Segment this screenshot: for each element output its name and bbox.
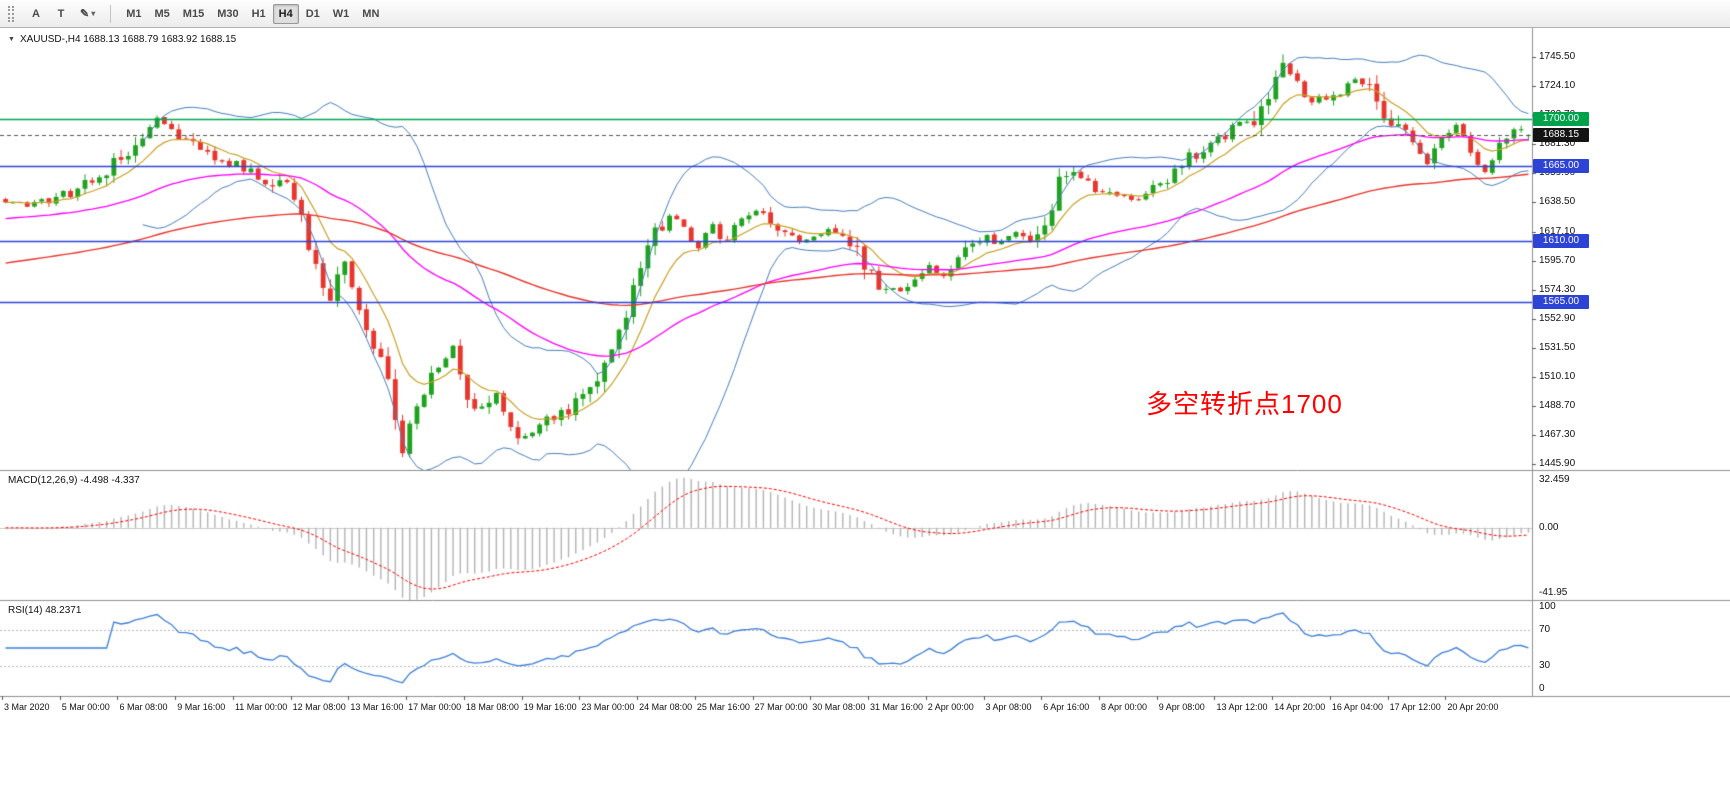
shapes-dropdown-button[interactable]: ✎ ▾ <box>80 8 96 20</box>
toolbar-grip-handle[interactable] <box>8 5 14 22</box>
price-axis-label: 1617.10 <box>1539 225 1576 237</box>
price-axis-label: 1595.70 <box>1539 254 1576 266</box>
timeframe-h1-button[interactable]: H1 <box>251 7 266 20</box>
drawing-tools-group: A T ✎ ▾ <box>24 4 101 24</box>
timeframe-m5-button[interactable]: M5 <box>154 7 170 20</box>
time-axis-label: 6 Mar 08:00 <box>119 702 168 712</box>
rsi-indicator-label: RSI(14) 48.2371 <box>8 605 82 616</box>
chevron-down-icon: ▾ <box>91 9 96 18</box>
chart-annotation-text[interactable]: 多空转折点1700 <box>1146 389 1343 419</box>
price-axis-label: 1638.50 <box>1539 196 1576 208</box>
timeframe-m15-button[interactable]: M15 <box>182 7 205 20</box>
time-axis-label: 24 Mar 08:00 <box>639 702 693 712</box>
chart-window[interactable]: ▼ XAUUSD-,H4 1688.13 1688.79 1683.92 168… <box>0 28 1730 792</box>
time-axis-label: 9 Apr 08:00 <box>1158 702 1205 712</box>
rsi-axis-max-label: 100 <box>1539 601 1556 612</box>
time-axis-label: 17 Apr 12:00 <box>1389 702 1441 712</box>
time-axis-label: 8 Apr 00:00 <box>1100 702 1148 712</box>
toolbar-separator <box>110 4 112 23</box>
text-tool-button[interactable]: A <box>32 7 40 20</box>
price-level-badge: 1665.00 <box>1533 159 1589 174</box>
time-axis-label: 27 Mar 00:00 <box>754 702 808 712</box>
price-level-badge: 1610.00 <box>1533 234 1589 249</box>
macd-axis-zero-label: 0.00 <box>1539 521 1559 533</box>
price-axis-label: 1488.70 <box>1539 399 1576 411</box>
timeframe-m1-button[interactable]: M1 <box>126 7 142 20</box>
symbol-header: ▼ XAUUSD-,H4 1688.13 1688.79 1683.92 168… <box>8 34 236 45</box>
time-axis-label: 3 Apr 08:00 <box>985 702 1032 712</box>
timeframe-d1-button[interactable]: D1 <box>305 7 320 20</box>
rsi-axis-30-label: 30 <box>1539 660 1551 672</box>
price-axis-label: 1745.50 <box>1539 51 1576 63</box>
time-axis-label: 16 Apr 04:00 <box>1331 702 1383 712</box>
time-axis-label: 30 Mar 08:00 <box>812 702 866 712</box>
macd-indicator-label: MACD(12,26,9) -4.498 -4.337 <box>8 475 140 486</box>
time-axis-label: 6 Apr 16:00 <box>1043 702 1090 712</box>
timeframe-buttons-group: M1 M5 M15 M30 H1 H4 D1 W1 MN <box>120 3 385 24</box>
time-axis-label: 25 Mar 16:00 <box>696 702 750 712</box>
text-label-tool-button[interactable]: T <box>57 7 65 20</box>
symbol-ohlc-text: XAUUSD-,H4 1688.13 1688.79 1683.92 1688.… <box>19 34 237 45</box>
price-axis-label: 1574.30 <box>1539 283 1576 295</box>
time-axis-label: 3 Mar 2020 <box>4 702 50 712</box>
price-axis-label: 1552.90 <box>1539 312 1576 324</box>
time-axis-label: 13 Mar 16:00 <box>350 702 404 712</box>
time-axis-label: 9 Mar 16:00 <box>177 702 226 712</box>
price-axis-label: 1445.90 <box>1539 458 1576 470</box>
time-axis-label: 11 Mar 00:00 <box>234 702 288 712</box>
price-level-badge: 1565.00 <box>1533 295 1589 310</box>
macd-axis-min-label: -41.95 <box>1539 587 1568 598</box>
price-axis-label: 1531.50 <box>1539 341 1576 353</box>
time-axis-label: 18 Mar 08:00 <box>465 702 519 712</box>
time-axis-label: 12 Mar 08:00 <box>292 702 346 712</box>
timeframe-w1-button[interactable]: W1 <box>332 7 350 20</box>
time-axis-label: 19 Mar 16:00 <box>523 702 577 712</box>
macd-axis-max-label: 32.459 <box>1539 474 1570 485</box>
time-axis-label: 23 Mar 00:00 <box>581 702 635 712</box>
time-axis-label: 17 Mar 00:00 <box>408 702 462 712</box>
toolbar: A T ✎ ▾ M1 M5 M15 M30 H1 H4 D1 W1 MN <box>0 0 1730 28</box>
timeframe-m30-button[interactable]: M30 <box>217 7 239 20</box>
time-axis-label: 20 Apr 20:00 <box>1447 702 1499 712</box>
rsi-axis-min-label: 0 <box>1539 683 1545 694</box>
time-axis-label: 31 Mar 16:00 <box>870 702 924 712</box>
timeframe-h4-button[interactable]: H4 <box>272 3 299 24</box>
chart-collapse-icon[interactable]: ▼ <box>8 36 15 43</box>
price-axis-label: 1510.10 <box>1539 370 1576 382</box>
time-axis-label: 2 Apr 00:00 <box>927 702 974 712</box>
price-axis-label: 1724.10 <box>1539 80 1576 92</box>
chart-canvas[interactable] <box>0 28 1730 792</box>
price-level-badge: 1688.15 <box>1533 128 1589 143</box>
price-axis-label: 1467.30 <box>1539 428 1576 440</box>
time-axis-label: 5 Mar 00:00 <box>61 702 110 712</box>
price-axis-label: 1681.30 <box>1539 138 1576 150</box>
price-level-badge: 1700.00 <box>1533 111 1589 126</box>
timeframe-mn-button[interactable]: MN <box>362 7 380 20</box>
time-axis-label: 14 Apr 20:00 <box>1274 702 1326 712</box>
time-axis-label: 13 Apr 12:00 <box>1216 702 1268 712</box>
rsi-axis-70-label: 70 <box>1539 623 1551 635</box>
